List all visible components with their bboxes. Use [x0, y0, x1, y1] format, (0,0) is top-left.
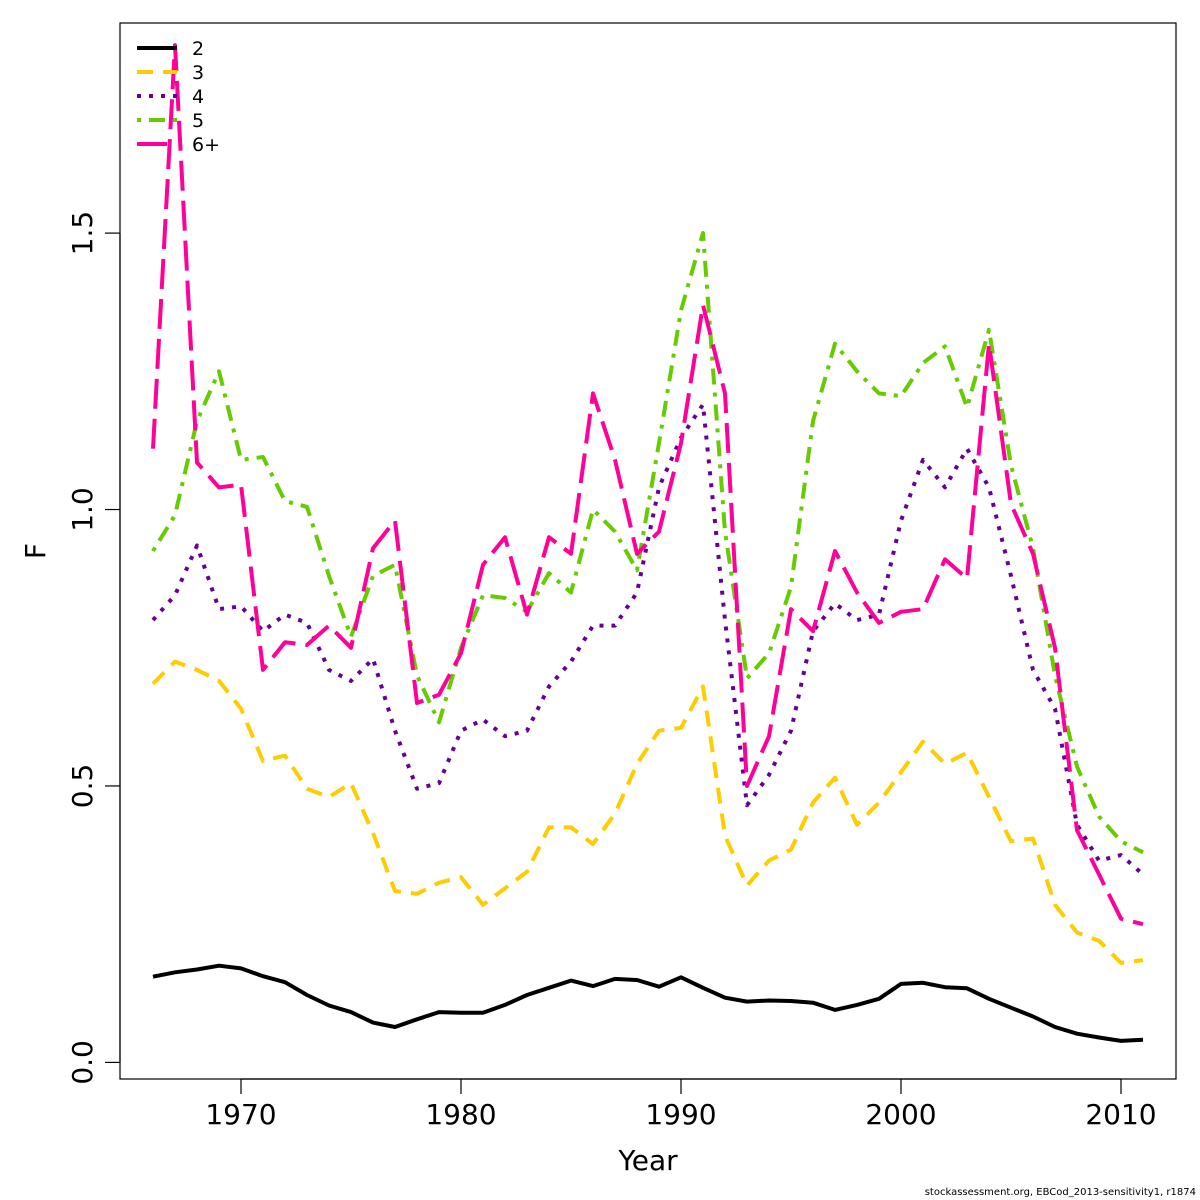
series-line-3 [151, 659, 1144, 965]
legend-label: 4 [192, 86, 204, 108]
plot-frame [119, 22, 1177, 1080]
y-tick-label: 1.0 [66, 487, 99, 532]
legend-label: 5 [192, 110, 204, 132]
y-tick-label: 1.5 [66, 211, 99, 256]
x-tick-label: 2000 [865, 1098, 936, 1131]
axis-layer: 1970 1980 1990 2000 2010 0.0 0.5 1.0 1.5 [66, 211, 1157, 1131]
x-tick-label: 1980 [425, 1098, 496, 1131]
y-axis-label: F [19, 543, 52, 559]
x-tick-label: 1970 [205, 1098, 276, 1131]
legend-label: 2 [192, 38, 204, 60]
x-tick-label: 2010 [1085, 1098, 1156, 1131]
y-tick-label: 0.5 [66, 764, 99, 809]
series-line-2 [152, 963, 1144, 1043]
x-axis-label: Year [617, 1144, 678, 1177]
x-tick-label: 1990 [645, 1098, 716, 1131]
series-line-6plus [151, 43, 1144, 927]
legend-label: 3 [192, 62, 204, 84]
footer-note: stockassessment.org, EBCod_2013-sensitiv… [924, 1187, 1196, 1198]
y-tick-label: 0.0 [66, 1040, 99, 1085]
series-line-5 [151, 231, 1144, 855]
legend-label: 6+ [192, 134, 220, 156]
series-layer [151, 43, 1145, 1043]
series-line-4 [151, 402, 1145, 876]
